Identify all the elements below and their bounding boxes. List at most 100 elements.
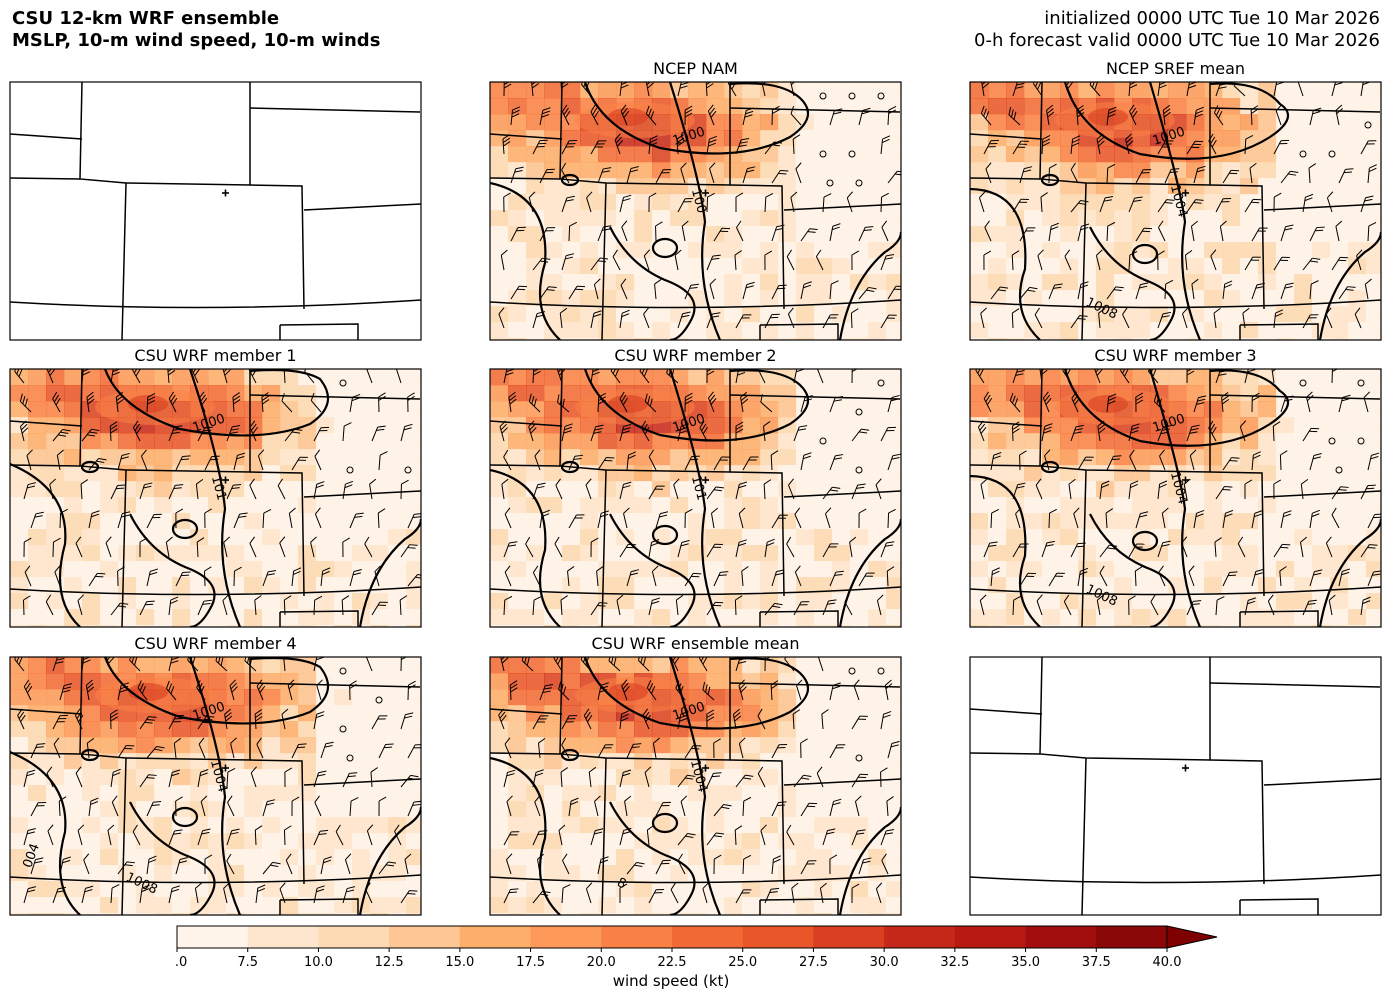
wind-barb <box>741 566 749 587</box>
wind-barb <box>1302 314 1319 329</box>
wind-barb <box>800 452 812 471</box>
wind-barb <box>539 683 554 701</box>
wind-barb <box>291 567 302 587</box>
map-frame <box>969 656 1382 916</box>
city-marker <box>702 189 709 197</box>
wind-barb <box>1106 286 1124 300</box>
wind-barb <box>713 571 729 587</box>
wind-barb <box>764 602 783 616</box>
wind-barb <box>681 220 689 242</box>
wind-barb <box>1354 307 1362 329</box>
wind-barb <box>1184 249 1193 271</box>
wind-barb <box>1309 569 1323 587</box>
wind-barb <box>81 885 94 904</box>
wind-barb <box>198 737 206 759</box>
wind-barb <box>829 280 839 300</box>
colorbar-segment <box>813 926 885 948</box>
wind-barb <box>400 544 418 558</box>
wind-barb <box>623 507 630 529</box>
wind-barb <box>1233 82 1246 97</box>
wind-barb <box>1213 105 1224 126</box>
wind-barb <box>757 369 766 384</box>
wind-barb <box>590 140 607 155</box>
wind-barb <box>561 195 575 213</box>
wind-barb <box>1071 391 1080 413</box>
map-frame <box>9 81 422 341</box>
wind-barb <box>1193 509 1205 529</box>
wind-barb <box>249 478 257 500</box>
wind-barb <box>764 141 783 155</box>
wind-barb <box>1153 393 1166 413</box>
wind-barb <box>757 708 766 730</box>
colorbar-graphic: 5.0 7.5 10.0 12.5 15.0 17.5 20.0 22.5 25.0 27.5 30… <box>167 925 1218 970</box>
wind-barb <box>1215 198 1232 213</box>
wind-barb <box>706 254 721 271</box>
wind-barb <box>677 423 689 442</box>
isobar-1008 <box>10 750 81 915</box>
wind-barb <box>677 832 696 846</box>
calm-wind-circle <box>826 179 834 187</box>
wind-barb <box>510 166 524 184</box>
wind-barb <box>735 421 744 442</box>
wind-barb <box>1215 82 1229 97</box>
wind-barb <box>314 449 322 471</box>
wind-barb <box>498 708 507 730</box>
wind-barb <box>851 829 866 846</box>
wind-barb <box>858 857 872 875</box>
city-marker <box>1182 476 1189 484</box>
wind-barb <box>648 597 661 616</box>
wind-barb <box>1181 536 1188 558</box>
panel-title-member-3: CSU WRF member 3 <box>1094 346 1257 365</box>
wind-barb <box>378 743 394 759</box>
calm-wind-circle <box>1364 121 1372 129</box>
wind-barb <box>1019 450 1027 471</box>
wind-barb <box>197 599 212 616</box>
wind-barb <box>504 565 512 587</box>
wind-barb <box>532 715 549 730</box>
wind-barb <box>227 795 235 817</box>
wind-barbs <box>499 369 901 616</box>
wind-barb <box>652 737 660 759</box>
wind-barb <box>1280 170 1299 184</box>
wind-barb <box>702 681 715 701</box>
wind-barb <box>706 709 715 730</box>
wind-barb <box>1244 134 1254 155</box>
wind-barb <box>1308 163 1317 184</box>
wind-barb <box>342 480 354 500</box>
wind-barb <box>146 568 159 587</box>
wind-barb <box>109 421 118 442</box>
wind-barb <box>110 884 120 904</box>
wind-barb <box>168 391 178 413</box>
wind-barb <box>1273 139 1290 155</box>
wind-barb <box>588 766 597 788</box>
wind-barb <box>503 595 513 616</box>
wind-barb <box>1135 511 1149 529</box>
wind-barb <box>366 824 374 846</box>
wind-barb <box>59 856 72 875</box>
wind-barb <box>175 857 188 875</box>
wind-barb <box>1280 282 1294 300</box>
wind-barb <box>146 392 156 413</box>
wind-barb <box>196 680 206 701</box>
wind-barb <box>254 709 263 730</box>
wind-barb <box>554 536 563 558</box>
wind-barb <box>699 420 708 442</box>
wind-barb <box>1239 420 1247 442</box>
wind-barb <box>365 882 373 904</box>
wind-barb <box>509 680 518 701</box>
wind-barb <box>1070 315 1088 329</box>
wind-barb <box>1012 595 1022 616</box>
state-boundaries <box>10 82 421 340</box>
wind-barb <box>139 774 157 788</box>
wind-barb <box>262 569 277 587</box>
wind-barb <box>829 570 844 587</box>
wind-barb <box>80 479 89 500</box>
wind-barb <box>1213 307 1221 329</box>
colorbar-tick-label: 10.0 <box>304 955 333 969</box>
map-frame <box>9 656 422 916</box>
wind-barb <box>740 391 749 413</box>
wind-barb <box>532 596 542 616</box>
